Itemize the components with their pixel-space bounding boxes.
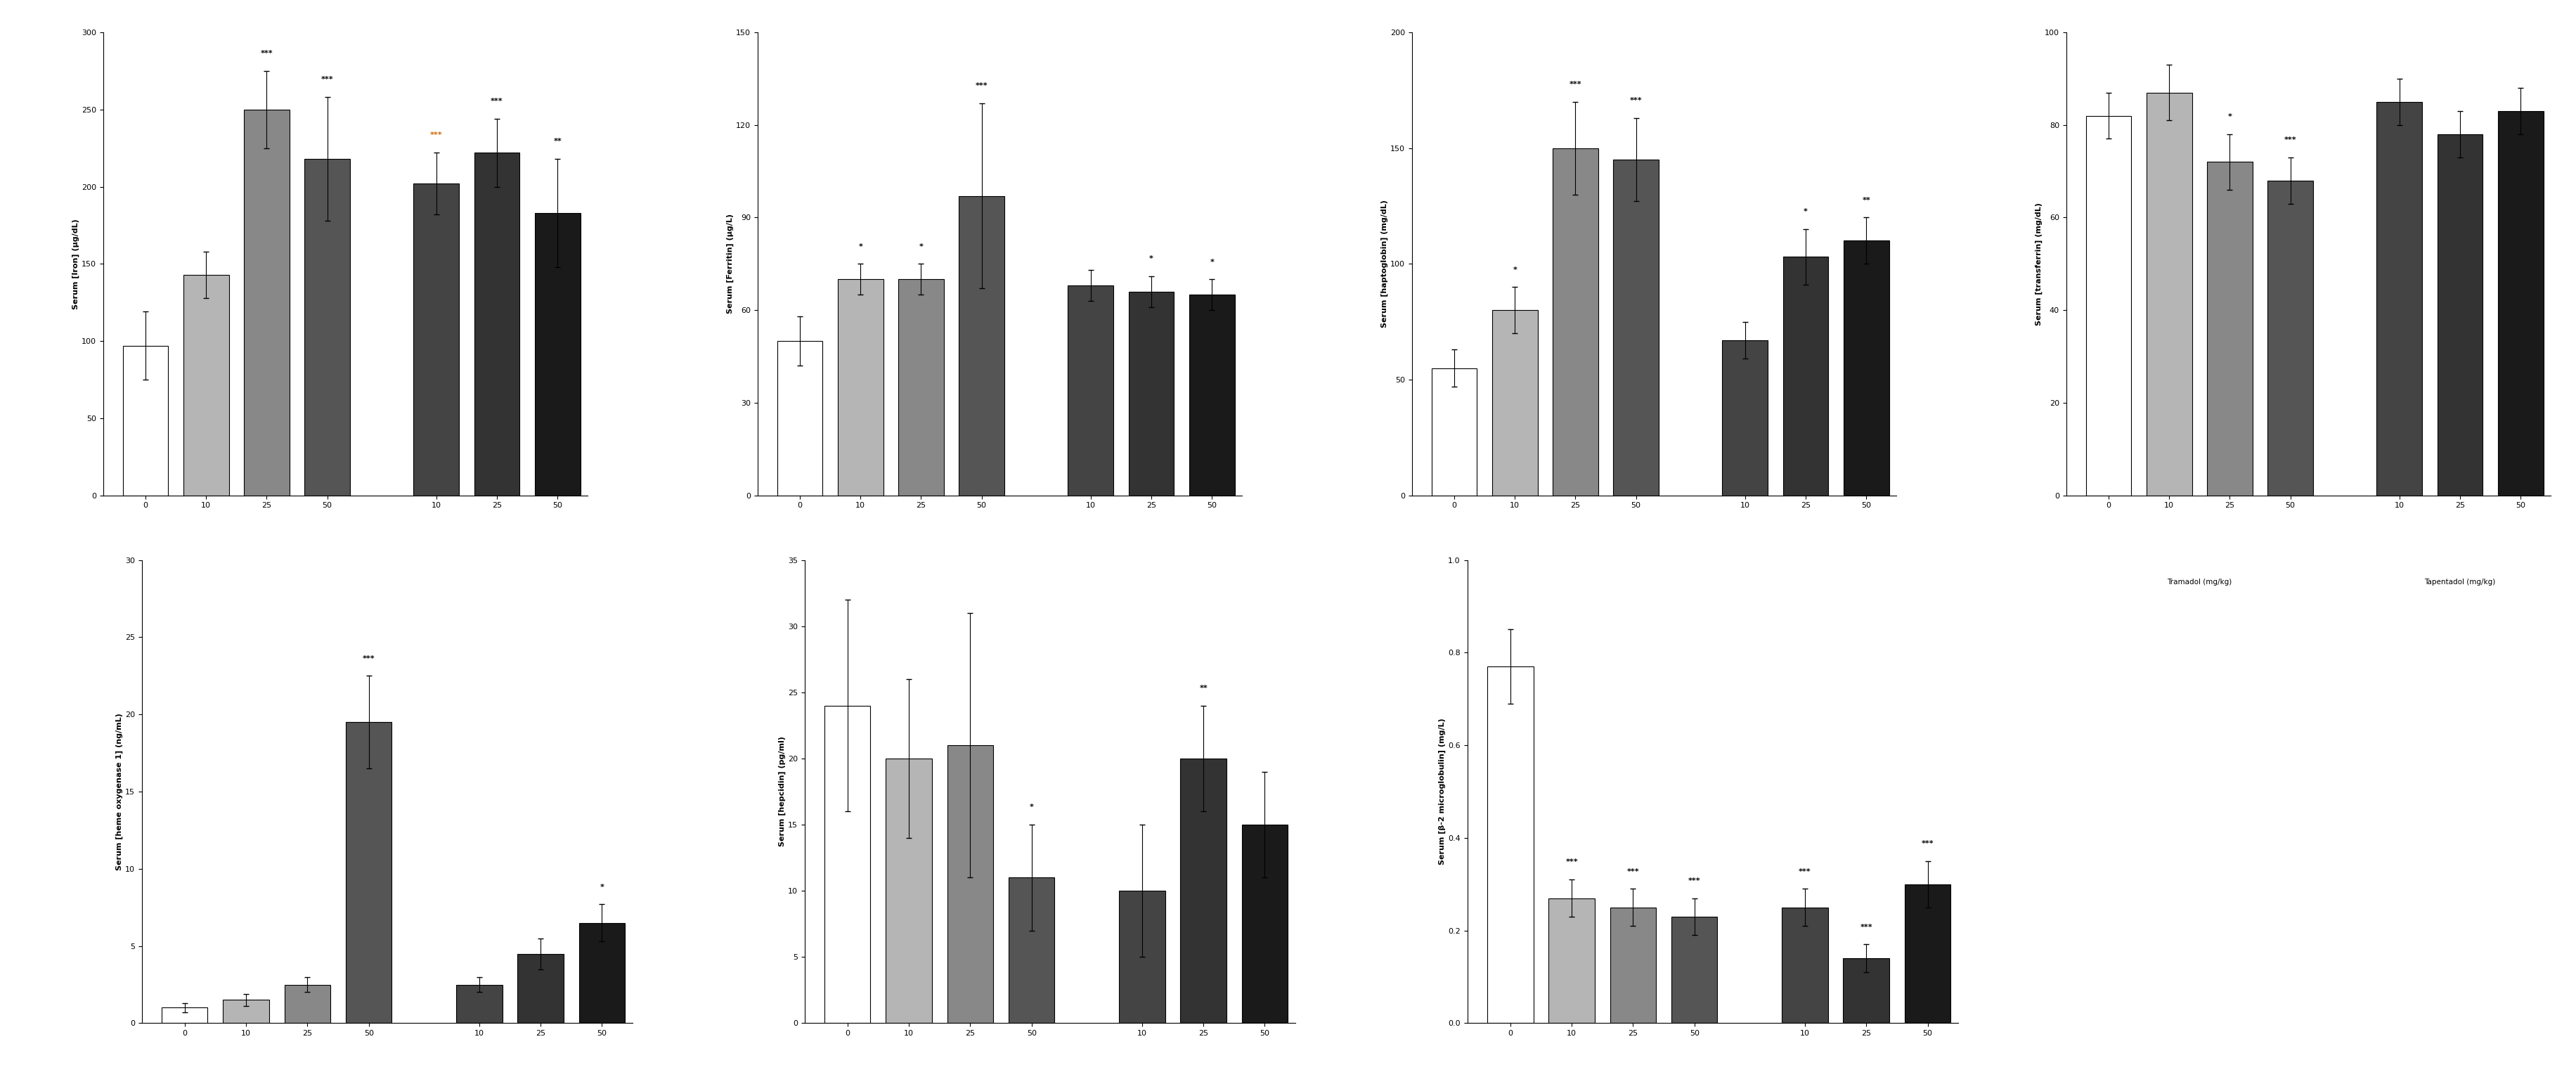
- Bar: [899, 279, 943, 495]
- Bar: [245, 110, 289, 495]
- Bar: [1486, 667, 1533, 1023]
- Text: Tapentadol (mg/kg): Tapentadol (mg/kg): [461, 578, 533, 586]
- Y-axis label: Serum [Ferritin] (μg/L): Serum [Ferritin] (μg/L): [726, 214, 734, 313]
- Text: Tramadol (mg/kg): Tramadol (mg/kg): [204, 578, 268, 586]
- Text: *: *: [920, 243, 922, 250]
- Text: ***: ***: [1569, 81, 1582, 88]
- Bar: [124, 346, 167, 495]
- Text: *: *: [858, 243, 863, 250]
- Bar: [1548, 898, 1595, 1023]
- Text: ***: ***: [1922, 840, 1932, 848]
- Bar: [415, 183, 459, 495]
- Text: *: *: [1211, 258, 1213, 265]
- Text: ***: ***: [489, 98, 502, 104]
- Text: Tramadol (mg/kg): Tramadol (mg/kg): [1512, 578, 1577, 586]
- Bar: [2437, 135, 2483, 495]
- Bar: [474, 153, 520, 495]
- Text: ***: ***: [1860, 923, 1873, 931]
- Text: ***: ***: [1798, 868, 1811, 875]
- Bar: [958, 196, 1005, 495]
- Y-axis label: Serum [heme oxygenase 1] (ng/mL): Serum [heme oxygenase 1] (ng/mL): [116, 713, 124, 870]
- Bar: [1007, 878, 1054, 1023]
- Text: ***: ***: [363, 655, 376, 662]
- Bar: [580, 923, 626, 1023]
- Bar: [1842, 959, 1888, 1023]
- Bar: [345, 723, 392, 1023]
- Text: *: *: [1512, 266, 1517, 274]
- Bar: [2146, 93, 2192, 495]
- Bar: [1672, 917, 1718, 1023]
- Text: ***: ***: [976, 83, 987, 89]
- Text: ***: ***: [2282, 137, 2295, 143]
- Y-axis label: Serum [Iron] (μg/dL): Serum [Iron] (μg/dL): [72, 219, 80, 309]
- Bar: [1118, 891, 1164, 1023]
- Bar: [1066, 285, 1113, 495]
- Bar: [1180, 758, 1226, 1023]
- Bar: [518, 954, 564, 1023]
- Bar: [948, 745, 992, 1023]
- Y-axis label: Serum [hepcidin] (pg/ml): Serum [hepcidin] (pg/ml): [778, 737, 786, 847]
- Bar: [1842, 241, 1888, 495]
- Bar: [886, 758, 933, 1023]
- Text: ***: ***: [430, 131, 443, 139]
- Bar: [1190, 295, 1234, 495]
- Text: **: **: [554, 138, 562, 145]
- Text: ***: ***: [260, 50, 273, 57]
- Bar: [456, 984, 502, 1023]
- Bar: [2087, 115, 2130, 495]
- Text: ***: ***: [1687, 877, 1700, 884]
- Bar: [304, 159, 350, 495]
- Text: Tapentadol (mg/kg): Tapentadol (mg/kg): [2424, 578, 2496, 586]
- Text: ***: ***: [1566, 858, 1577, 866]
- Bar: [162, 1008, 209, 1023]
- Bar: [536, 213, 580, 495]
- Bar: [1783, 907, 1826, 1023]
- Bar: [1553, 149, 1597, 495]
- Bar: [2267, 181, 2313, 495]
- Text: Tapentadol (mg/kg): Tapentadol (mg/kg): [1115, 578, 1188, 586]
- Text: **: **: [1198, 685, 1208, 691]
- Bar: [1783, 257, 1829, 495]
- Text: *: *: [600, 883, 603, 891]
- Text: Tramadol (mg/kg): Tramadol (mg/kg): [858, 578, 922, 586]
- Bar: [1610, 907, 1656, 1023]
- Bar: [283, 984, 330, 1023]
- Text: ***: ***: [322, 76, 332, 83]
- Bar: [1242, 825, 1288, 1023]
- Y-axis label: Serum [haptoglobin] (mg/dL): Serum [haptoglobin] (mg/dL): [1381, 200, 1388, 327]
- Text: **: **: [1862, 197, 1870, 204]
- Text: *: *: [2228, 113, 2231, 121]
- Bar: [183, 275, 229, 495]
- Bar: [2496, 111, 2543, 495]
- Text: ***: ***: [1631, 97, 1641, 104]
- Text: Tapentadol (mg/kg): Tapentadol (mg/kg): [1770, 578, 1842, 586]
- Bar: [1721, 340, 1767, 495]
- Text: *: *: [1030, 803, 1033, 811]
- Bar: [224, 999, 268, 1023]
- Bar: [778, 341, 822, 495]
- Text: *: *: [1149, 255, 1154, 263]
- Y-axis label: Serum [transferrin] (mg/dL): Serum [transferrin] (mg/dL): [2035, 202, 2043, 325]
- Bar: [1492, 310, 1538, 495]
- Bar: [2375, 101, 2421, 495]
- Bar: [2208, 162, 2251, 495]
- Bar: [1904, 884, 1950, 1023]
- Y-axis label: Serum [β-2 microglobulin] (mg/L): Serum [β-2 microglobulin] (mg/L): [1437, 718, 1445, 865]
- Bar: [824, 705, 871, 1023]
- Text: Tramadol (mg/kg): Tramadol (mg/kg): [2166, 578, 2231, 586]
- Text: *: *: [1803, 208, 1808, 215]
- Bar: [1128, 292, 1175, 495]
- Bar: [1613, 159, 1659, 495]
- Bar: [837, 279, 884, 495]
- Bar: [1432, 368, 1476, 495]
- Text: ***: ***: [1625, 868, 1638, 875]
